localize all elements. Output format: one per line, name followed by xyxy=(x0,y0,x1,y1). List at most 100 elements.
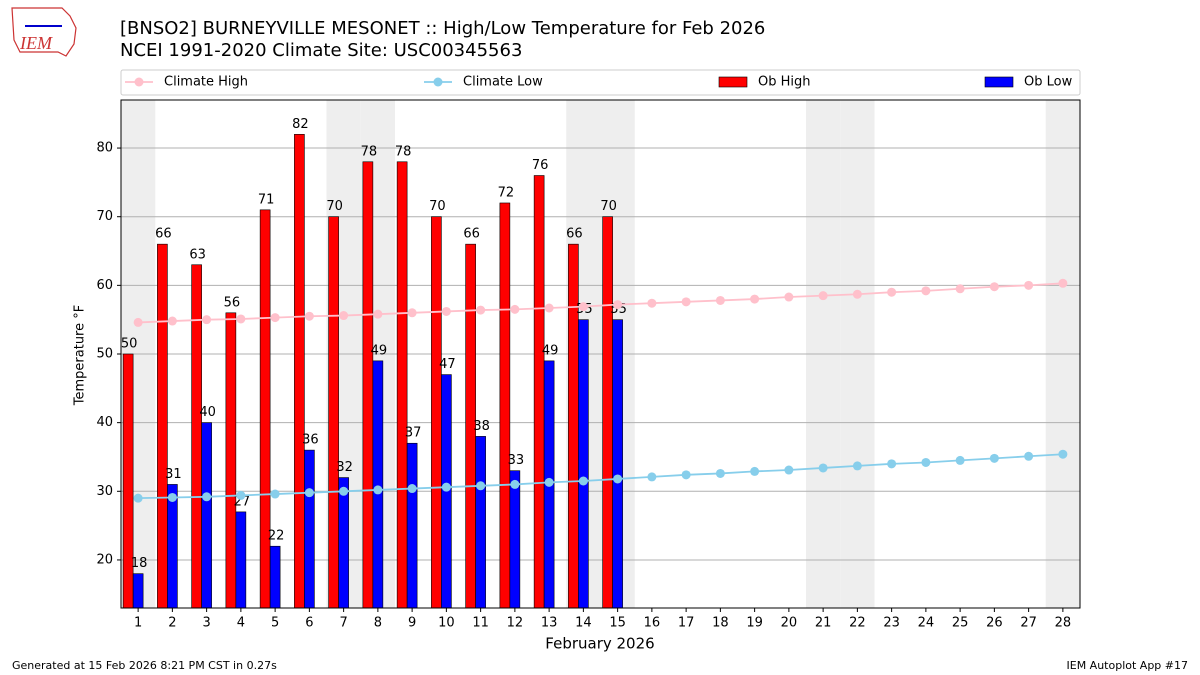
line-point xyxy=(887,459,897,469)
x-tick-label: 3 xyxy=(202,616,210,631)
bar xyxy=(269,545,281,609)
bar-value-label: 32 xyxy=(336,460,353,475)
line-point xyxy=(270,489,280,499)
line-point xyxy=(613,474,623,484)
x-tick-label: 18 xyxy=(712,616,729,631)
bar xyxy=(533,175,545,609)
line-point xyxy=(510,479,520,489)
bar-value-label: 36 xyxy=(302,433,319,448)
x-tick-label: 20 xyxy=(781,616,798,631)
bar-value-label: 70 xyxy=(429,199,446,214)
bar xyxy=(362,161,374,609)
bar-value-label: 82 xyxy=(292,117,309,132)
line-point xyxy=(373,309,383,319)
x-tick-label: 21 xyxy=(815,616,832,631)
bar-value-label: 70 xyxy=(600,199,617,214)
line-point xyxy=(1058,278,1068,288)
line-point xyxy=(339,486,349,496)
line-point xyxy=(133,317,143,327)
bar xyxy=(304,449,315,609)
line-point xyxy=(236,490,246,500)
bar xyxy=(201,422,212,609)
bar xyxy=(578,319,589,609)
legend-swatch xyxy=(984,76,1014,88)
line-point xyxy=(407,308,417,318)
x-tick-label: 27 xyxy=(1020,616,1037,631)
bar-value-label: 22 xyxy=(268,529,285,544)
x-tick-label: 22 xyxy=(849,616,866,631)
bar-value-label: 78 xyxy=(395,144,412,159)
bar-value-label: 78 xyxy=(361,144,378,159)
chart-subtitle: NCEI 1991-2020 Climate Site: USC00345563 xyxy=(120,40,522,61)
bar-value-label: 31 xyxy=(165,467,182,482)
line-point xyxy=(407,484,417,494)
legend-label: Ob High xyxy=(758,75,811,90)
bar-value-label: 38 xyxy=(473,419,490,434)
plot-frame xyxy=(120,99,1081,609)
bar-value-label: 76 xyxy=(532,158,549,173)
line-point xyxy=(784,292,794,302)
y-tick-label: 80 xyxy=(96,141,113,156)
x-axis-label: February 2026 xyxy=(545,635,654,653)
x-tick-label: 11 xyxy=(472,616,489,631)
line-point xyxy=(647,472,657,482)
legend-label: Ob Low xyxy=(1024,75,1073,90)
line-point xyxy=(373,485,383,495)
line-point xyxy=(441,306,451,316)
legend-label: Climate High xyxy=(164,75,248,90)
line-point xyxy=(955,455,965,465)
bar xyxy=(225,312,237,609)
bar-value-label: 66 xyxy=(566,227,583,242)
line-point xyxy=(476,305,486,315)
x-tick-label: 6 xyxy=(305,616,313,631)
legend-swatch xyxy=(433,77,443,87)
line-point xyxy=(715,468,725,478)
bar xyxy=(157,243,168,609)
bar xyxy=(602,216,613,609)
bar xyxy=(191,264,202,609)
x-tick-label: 8 xyxy=(374,616,382,631)
bar xyxy=(509,470,521,609)
bar-value-label: 50 xyxy=(121,337,138,352)
line-point xyxy=(1058,449,1068,459)
bar xyxy=(259,209,271,609)
line-point xyxy=(202,492,212,502)
bar-value-label: 37 xyxy=(405,426,422,441)
footer-right: IEM Autoplot App #17 xyxy=(1067,659,1189,672)
line-point xyxy=(784,465,794,475)
line-point xyxy=(818,291,828,301)
bar xyxy=(328,216,339,609)
bar-value-label: 66 xyxy=(155,227,172,242)
bar xyxy=(568,243,579,609)
bar-value-label: 49 xyxy=(371,343,388,358)
line-point xyxy=(852,461,862,471)
line-point xyxy=(715,295,725,305)
line-point xyxy=(818,463,828,473)
bar-value-label: 71 xyxy=(258,192,275,207)
x-tick-label: 13 xyxy=(541,616,558,631)
line-point xyxy=(955,284,965,294)
x-tick-label: 12 xyxy=(507,616,524,631)
line-point xyxy=(304,311,314,321)
bar-value-label: 56 xyxy=(224,295,241,310)
line-point xyxy=(236,314,246,324)
logo: IEM xyxy=(11,7,77,57)
line-point xyxy=(647,298,657,308)
logo-outline xyxy=(11,7,77,57)
x-tick-label: 23 xyxy=(883,616,900,631)
legend-label: Climate Low xyxy=(463,75,543,90)
line-point xyxy=(510,304,520,314)
line-point xyxy=(921,286,931,296)
legend-swatch xyxy=(134,77,144,87)
line-point xyxy=(921,457,931,467)
line-point xyxy=(989,282,999,292)
line-point xyxy=(544,477,554,487)
x-tick-label: 9 xyxy=(408,616,416,631)
x-tick-label: 17 xyxy=(678,616,695,631)
line-point xyxy=(1024,280,1034,290)
line-point xyxy=(339,311,349,321)
y-tick-label: 20 xyxy=(96,552,113,567)
y-tick-label: 70 xyxy=(96,209,113,224)
